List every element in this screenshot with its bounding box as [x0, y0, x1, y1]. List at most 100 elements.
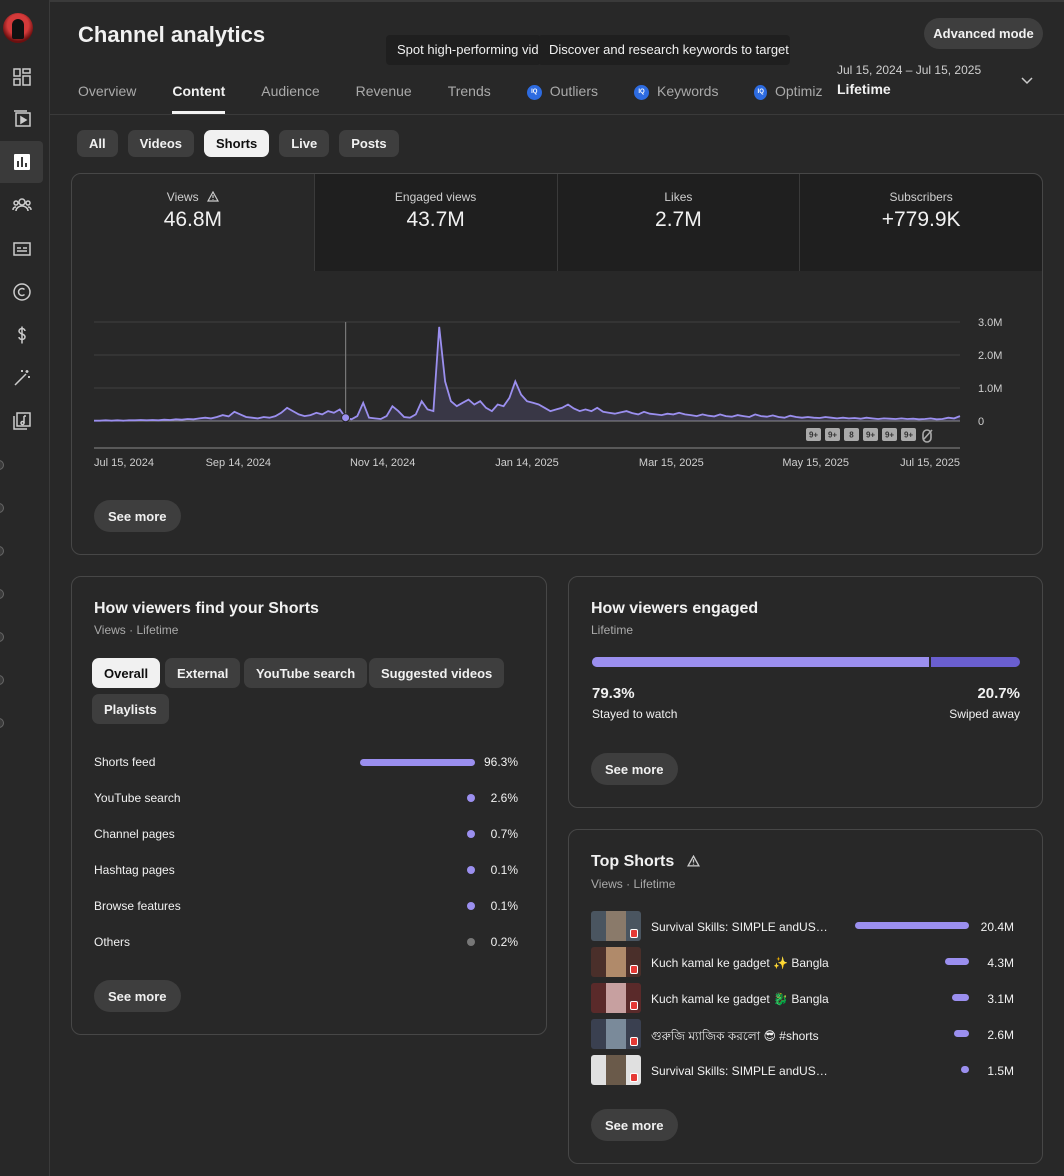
- source-percent: 0.7%: [490, 827, 518, 841]
- see-more-button[interactable]: See more: [591, 753, 678, 785]
- content-icon[interactable]: [0, 98, 43, 140]
- left-rail: [0, 0, 50, 1176]
- upload-badge[interactable]: [901, 428, 916, 441]
- chip-shorts[interactable]: Shorts: [204, 130, 270, 157]
- source-percent: 2.6%: [490, 791, 518, 805]
- see-more-button[interactable]: See more: [94, 980, 181, 1012]
- y-tick-label: 1.0M: [978, 383, 1002, 395]
- analytics-tabs: Overview Content Audience Revenue Trends…: [78, 77, 822, 115]
- tab-outliers[interactable]: IQ Outliers: [526, 77, 598, 115]
- short-thumbnail[interactable]: [591, 947, 641, 977]
- earn-icon[interactable]: [0, 314, 43, 356]
- short-title[interactable]: Kuch kamal ke gadget 🐉 Bangla: [651, 992, 829, 1006]
- source-dot: [467, 794, 475, 802]
- rail-indicator: [0, 589, 4, 599]
- metric-views[interactable]: Views 46.8M: [72, 174, 314, 271]
- traffic-source-row[interactable]: Channel pages 0.7%: [94, 825, 518, 845]
- short-views-bar: [951, 994, 969, 1001]
- source-name: Shorts feed: [94, 755, 156, 769]
- tab-audience[interactable]: Audience: [261, 83, 320, 99]
- vidiq-icon: IQ: [526, 85, 542, 100]
- tab-trends[interactable]: Trends: [447, 83, 491, 99]
- top-short-row[interactable]: Survival Skills: SIMPLE andUSEFUL with B…: [591, 911, 1014, 941]
- chip-videos[interactable]: Videos: [127, 130, 195, 157]
- views-line[interactable]: [94, 326, 961, 422]
- dashboard-icon[interactable]: [0, 56, 43, 98]
- top-short-row[interactable]: Kuch kamal ke gadget ✨ Bangla 4.3M: [591, 947, 1014, 977]
- views-line-chart[interactable]: 3.0M 2.0M 1.0M 0 Jul 15, 2024 Sep 14, 2024 Nov…: [72, 271, 1042, 481]
- traffic-source-row[interactable]: Shorts feed 96.3%: [94, 753, 518, 773]
- chip-external[interactable]: External: [165, 658, 241, 688]
- copyright-icon[interactable]: [0, 271, 43, 313]
- chip-suggested-videos[interactable]: Suggested videos: [369, 658, 505, 688]
- top-short-row[interactable]: Kuch kamal ke gadget 🐉 Bangla 3.1M: [591, 983, 1014, 1013]
- metric-likes[interactable]: Likes 2.7M: [556, 174, 800, 271]
- engagement-card: How viewers engaged Lifetime 79.3% Staye…: [568, 576, 1043, 808]
- top-short-row[interactable]: গুরুজি ম্যাজিক করলো 😎 #shorts 2.6M: [591, 1019, 1014, 1049]
- traffic-source-row[interactable]: Browse features 0.1%: [94, 897, 518, 917]
- source-dot: [467, 902, 475, 910]
- short-thumbnail[interactable]: [591, 911, 641, 941]
- chip-all[interactable]: All: [77, 130, 118, 157]
- source-name: Browse features: [94, 899, 181, 913]
- card-subtitle: Views · Lifetime: [591, 877, 676, 891]
- source-bar: [360, 759, 475, 766]
- upload-badge[interactable]: [863, 428, 878, 441]
- top-short-row[interactable]: Survival Skills: SIMPLE andUSEFUL in for…: [591, 1055, 1014, 1085]
- chip-youtube-search[interactable]: YouTube search: [244, 658, 368, 688]
- upload-badge[interactable]: [882, 428, 897, 441]
- metric-subscribers[interactable]: Subscribers +779.9K: [799, 174, 1042, 271]
- tab-optimize[interactable]: IQ Optimiz: [754, 77, 822, 115]
- community-icon[interactable]: [0, 184, 43, 226]
- content-type-chips: All Videos Shorts Live Posts: [77, 130, 399, 157]
- card-title: How viewers find your Shorts: [94, 600, 319, 617]
- short-thumbnail[interactable]: [591, 1055, 641, 1085]
- warning-icon[interactable]: [206, 190, 219, 202]
- metric-label: Engaged views: [394, 190, 477, 204]
- chip-overall[interactable]: Overall: [92, 658, 161, 688]
- chevron-down-icon[interactable]: [1020, 76, 1034, 86]
- vidiq-icon: IQ: [633, 85, 649, 100]
- date-label[interactable]: Lifetime: [837, 81, 891, 97]
- short-title[interactable]: Survival Skills: SIMPLE andUSEFUL in for…: [651, 1064, 831, 1078]
- upload-badge[interactable]: [806, 428, 821, 441]
- upload-badge[interactable]: [844, 428, 859, 441]
- short-title[interactable]: Survival Skills: SIMPLE andUSEFUL with B…: [651, 920, 831, 934]
- top-border: [50, 0, 1064, 2]
- see-more-button[interactable]: See more: [591, 1109, 678, 1141]
- see-more-button[interactable]: See more: [94, 500, 181, 532]
- rail-indicator: [0, 460, 4, 470]
- advanced-mode-button[interactable]: Advanced mode: [924, 18, 1043, 49]
- analytics-icon[interactable]: [0, 141, 43, 183]
- chip-posts[interactable]: Posts: [339, 130, 399, 157]
- short-title[interactable]: Kuch kamal ke gadget ✨ Bangla: [651, 956, 829, 970]
- warning-icon[interactable]: [686, 854, 700, 867]
- subtitles-icon[interactable]: [0, 228, 43, 270]
- tab-revenue[interactable]: Revenue: [355, 83, 412, 99]
- traffic-source-row[interactable]: YouTube search 2.6%: [94, 789, 518, 809]
- short-title[interactable]: গুরুজি ম্যাজিক করলো 😎 #shorts: [651, 1029, 819, 1043]
- channel-avatar[interactable]: [3, 13, 33, 43]
- traffic-sources-card: How viewers find your Shorts Views · Lif…: [71, 576, 547, 1035]
- traffic-source-row[interactable]: Hashtag pages 0.1%: [94, 861, 518, 881]
- tab-content[interactable]: Content: [172, 77, 225, 115]
- shorts-icon: [630, 965, 638, 974]
- date-range[interactable]: Jul 15, 2024 – Jul 15, 2025: [837, 63, 982, 77]
- short-views: 20.4M: [980, 920, 1014, 934]
- source-percent: 96.3%: [483, 755, 518, 769]
- page-title: Channel analytics: [78, 22, 266, 47]
- traffic-source-row[interactable]: Others 0.2%: [94, 933, 518, 953]
- short-thumbnail[interactable]: [591, 983, 641, 1013]
- x-tick-label: Jan 14, 2025: [495, 457, 559, 469]
- upload-badge[interactable]: [825, 428, 840, 441]
- short-thumbnail[interactable]: [591, 1019, 641, 1049]
- metric-engaged-views[interactable]: Engaged views 43.7M: [313, 174, 557, 271]
- customization-icon[interactable]: [0, 357, 43, 399]
- chip-live[interactable]: Live: [279, 130, 330, 157]
- chip-playlists[interactable]: Playlists: [92, 694, 169, 724]
- audio-library-icon[interactable]: [0, 400, 43, 442]
- shorts-icon[interactable]: [922, 429, 933, 443]
- source-dot: [467, 830, 475, 838]
- tab-overview[interactable]: Overview: [78, 83, 137, 99]
- tab-keywords[interactable]: IQ Keywords: [633, 77, 718, 115]
